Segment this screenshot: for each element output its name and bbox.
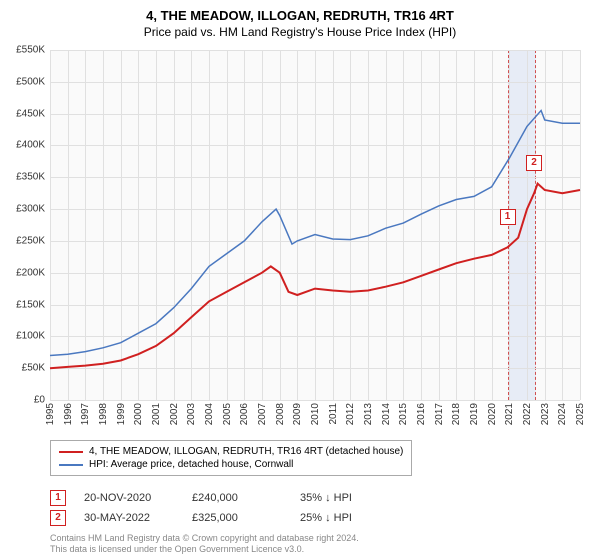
x-tick-label: 2018: [451, 403, 462, 425]
x-tick-label: 2007: [257, 403, 268, 425]
series-line-hpi: [50, 111, 580, 356]
legend-swatch: [59, 451, 83, 453]
x-tick-label: 2025: [575, 403, 586, 425]
legend-label: 4, THE MEADOW, ILLOGAN, REDRUTH, TR16 4R…: [89, 446, 403, 457]
sale-row: 2 30-MAY-2022 £325,000 25% ↓ HPI: [50, 508, 390, 528]
footer-line2: This data is licensed under the Open Gov…: [50, 544, 359, 556]
y-tick-label: £100K: [5, 331, 45, 342]
sale-hpi-diff: 35% ↓ HPI: [300, 492, 390, 504]
x-tick-label: 2017: [434, 403, 445, 425]
x-tick-label: 2013: [363, 403, 374, 425]
legend-item: 4, THE MEADOW, ILLOGAN, REDRUTH, TR16 4R…: [59, 445, 403, 458]
chart-title: 4, THE MEADOW, ILLOGAN, REDRUTH, TR16 4R…: [0, 0, 600, 23]
sale-marker-icon: 1: [50, 490, 66, 506]
footer-line1: Contains HM Land Registry data © Crown c…: [50, 533, 359, 545]
y-tick-label: £350K: [5, 172, 45, 183]
x-tick-label: 2012: [345, 403, 356, 425]
x-tick-label: 2011: [328, 403, 339, 425]
sale-row: 1 20-NOV-2020 £240,000 35% ↓ HPI: [50, 488, 390, 508]
legend-swatch: [59, 464, 83, 466]
x-tick-label: 2016: [416, 403, 427, 425]
y-tick-label: £550K: [5, 45, 45, 56]
x-tick-label: 2015: [398, 403, 409, 425]
y-tick-label: £0: [5, 395, 45, 406]
x-tick-label: 2004: [204, 403, 215, 425]
sale-price: £325,000: [192, 512, 282, 524]
y-tick-label: £250K: [5, 235, 45, 246]
x-tick-label: 2014: [381, 403, 392, 425]
chart-plot-area: 12 £0£50K£100K£150K£200K£250K£300K£350K£…: [50, 50, 580, 400]
sales-table: 1 20-NOV-2020 £240,000 35% ↓ HPI 2 30-MAY-202…: [50, 488, 390, 528]
x-tick-label: 1996: [63, 403, 74, 425]
y-tick-label: £500K: [5, 76, 45, 87]
sale-hpi-diff: 25% ↓ HPI: [300, 512, 390, 524]
x-tick-label: 2022: [522, 403, 533, 425]
x-tick-label: 2001: [151, 403, 162, 425]
footer-attribution: Contains HM Land Registry data © Crown c…: [50, 533, 359, 556]
sale-marker-icon: 2: [50, 510, 66, 526]
y-tick-label: £50K: [5, 363, 45, 374]
sale-marker-1: 1: [500, 209, 516, 225]
y-tick-label: £200K: [5, 267, 45, 278]
x-tick-label: 2021: [504, 403, 515, 425]
x-tick-label: 1999: [116, 403, 127, 425]
x-tick-label: 2003: [186, 403, 197, 425]
y-tick-label: £150K: [5, 299, 45, 310]
x-tick-label: 2006: [239, 403, 250, 425]
y-tick-label: £450K: [5, 108, 45, 119]
sale-date: 20-NOV-2020: [84, 492, 174, 504]
sale-date: 30-MAY-2022: [84, 512, 174, 524]
sale-marker-2: 2: [526, 155, 542, 171]
x-tick-label: 2020: [487, 403, 498, 425]
x-tick-label: 2023: [540, 403, 551, 425]
x-tick-label: 2002: [169, 403, 180, 425]
sale-price: £240,000: [192, 492, 282, 504]
x-tick-label: 1998: [98, 403, 109, 425]
y-tick-label: £400K: [5, 140, 45, 151]
x-tick-label: 1997: [80, 403, 91, 425]
x-tick-label: 2000: [133, 403, 144, 425]
legend-label: HPI: Average price, detached house, Corn…: [89, 459, 293, 470]
x-tick-label: 2008: [275, 403, 286, 425]
legend-item: HPI: Average price, detached house, Corn…: [59, 458, 403, 471]
x-tick-label: 2010: [310, 403, 321, 425]
x-tick-label: 2009: [292, 403, 303, 425]
y-tick-label: £300K: [5, 204, 45, 215]
legend: 4, THE MEADOW, ILLOGAN, REDRUTH, TR16 4R…: [50, 440, 412, 476]
chart-container: 4, THE MEADOW, ILLOGAN, REDRUTH, TR16 4R…: [0, 0, 600, 560]
x-tick-label: 2024: [557, 403, 568, 425]
x-tick-label: 1995: [45, 403, 56, 425]
chart-subtitle: Price paid vs. HM Land Registry's House …: [0, 23, 600, 39]
x-tick-label: 2005: [222, 403, 233, 425]
x-tick-label: 2019: [469, 403, 480, 425]
